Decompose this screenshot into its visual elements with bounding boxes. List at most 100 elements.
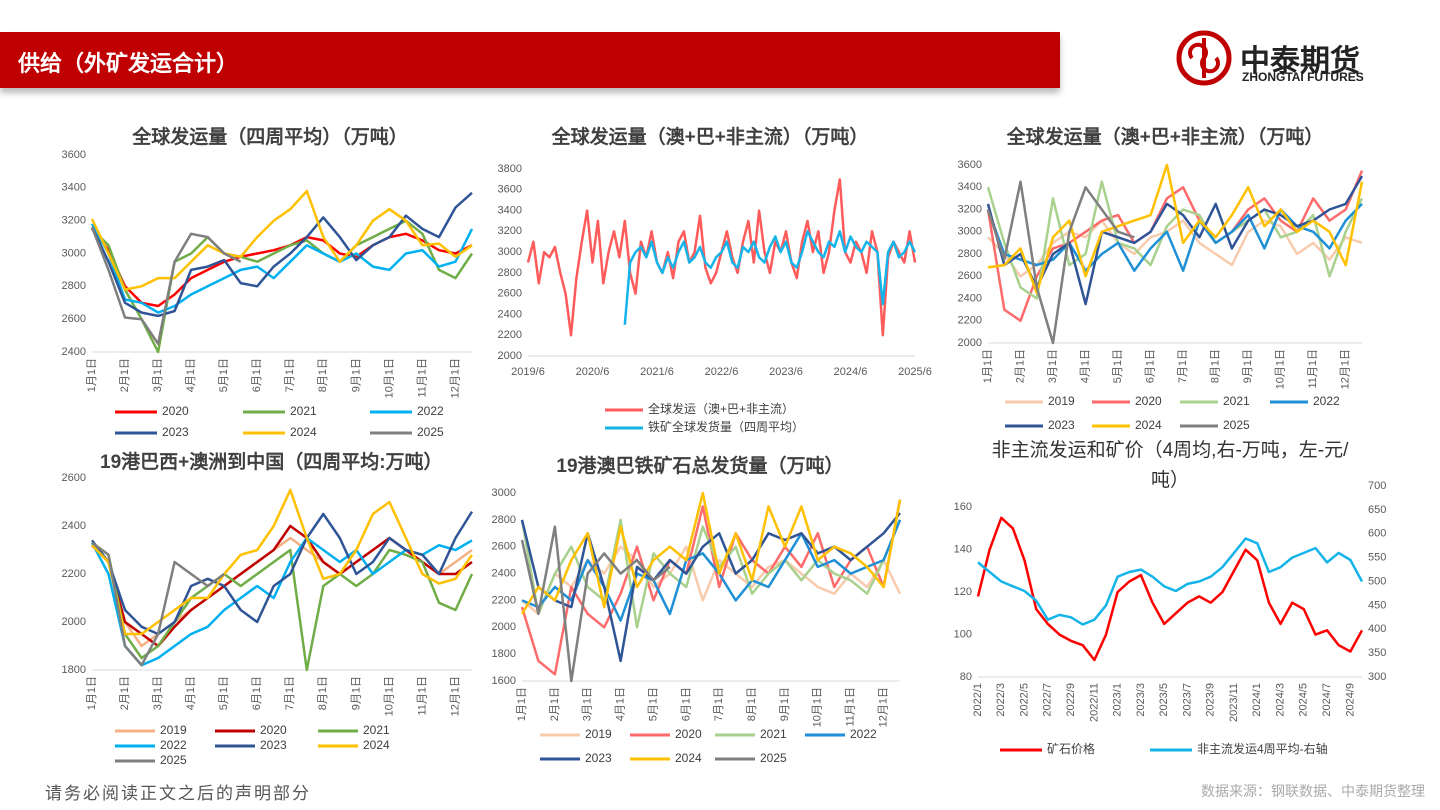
- legend-label: 2022: [1313, 394, 1340, 408]
- x-tick-label: 2024/9: [1344, 683, 1356, 717]
- x-tick-label: 9月1日: [779, 687, 791, 721]
- legend-label: 2024: [363, 738, 390, 752]
- x-tick-label: 2023/5: [1158, 683, 1170, 717]
- y-tick-label: 2000: [62, 616, 86, 628]
- x-tick-label: 9月1日: [350, 676, 362, 710]
- x-tick-label: 2023/7: [1181, 683, 1193, 717]
- y-tick-label: 3000: [492, 487, 516, 499]
- legend-label: 2024: [675, 751, 702, 765]
- y-tick-label: 3600: [62, 149, 86, 161]
- series-line: [520, 518, 902, 629]
- series-line: [91, 541, 225, 667]
- y-tick-label: 2400: [492, 567, 516, 579]
- legend-label: 全球发运（澳+巴+非主流）: [648, 401, 794, 416]
- x-tick-label: 2月1日: [119, 358, 131, 392]
- x-tick-label: 4月1日: [185, 358, 197, 392]
- x-tick-label: 2024/1: [1251, 683, 1263, 717]
- y-tick-label: 3200: [498, 225, 522, 237]
- legend-label: 非主流发运4周平均-右轴: [1197, 741, 1328, 756]
- y-tick-label: 80: [960, 671, 972, 683]
- chart-title: 非主流发运和矿价（4周均,右-万吨，左-元/吨）: [991, 440, 1349, 491]
- y-tick-label: 2400: [62, 346, 86, 358]
- x-tick-label: 5月1日: [218, 358, 230, 392]
- y-tick-label: 2000: [492, 621, 516, 633]
- y-tick-label: 3600: [498, 184, 522, 196]
- x-tick-label: 2月1日: [1014, 349, 1026, 383]
- series-line: [90, 191, 473, 318]
- x-tick-label: 7月1日: [284, 676, 296, 710]
- x-tick-label: 4月1日: [185, 676, 197, 710]
- y-tick-label: 2600: [958, 270, 982, 282]
- source: 数据来源：钢联数据、中泰期货整理: [1201, 783, 1425, 799]
- legend-label: 2025: [1223, 418, 1250, 432]
- legend-label: 2020: [260, 723, 287, 737]
- y-tick-label: 3000: [958, 226, 982, 238]
- y-tick-label: 140: [954, 544, 972, 556]
- x-tick-label: 6月1日: [680, 687, 692, 721]
- x-tick-label: 2020/6: [576, 366, 610, 378]
- y-tick-label: 3200: [958, 203, 982, 215]
- chart-title: 19港澳巴铁矿石总发货量（万吨）: [556, 456, 844, 477]
- legend-label: 2025: [417, 425, 444, 439]
- x-tick-label: 8月1日: [746, 687, 758, 721]
- y2-tick-label: 600: [1368, 528, 1386, 540]
- x-tick-label: 2023/9: [1205, 683, 1217, 717]
- x-tick-label: 8月1日: [1210, 349, 1222, 383]
- x-tick-label: 4月1日: [615, 687, 627, 721]
- series-line: [91, 228, 473, 308]
- x-tick-label: 2023/11: [1228, 683, 1240, 722]
- legend-label: 2020: [1135, 394, 1162, 408]
- x-tick-label: 2月1日: [549, 687, 561, 721]
- x-tick-label: 12月1日: [1340, 349, 1352, 389]
- legend-label: 2020: [675, 727, 702, 741]
- x-tick-label: 3月1日: [582, 687, 594, 721]
- y-tick-label: 2800: [498, 267, 522, 279]
- legend-label: 2019: [1048, 394, 1075, 408]
- y-tick-label: 2400: [958, 292, 982, 304]
- legend-label: 矿石价格: [1047, 741, 1095, 756]
- x-tick-label: 5月1日: [1112, 349, 1124, 383]
- chart-title: 全球发运量（澳+巴+非主流）（万吨）: [1006, 127, 1324, 148]
- x-tick-label: 9月1日: [350, 358, 362, 392]
- series-line: [521, 519, 902, 622]
- x-tick-label: 11月1日: [845, 687, 857, 727]
- legend-label: 2022: [417, 404, 444, 418]
- y-tick-label: 160: [954, 501, 972, 513]
- y-tick-label: 2200: [62, 568, 86, 580]
- x-tick-label: 10月1日: [1275, 349, 1287, 389]
- x-tick-label: 2024/5: [1298, 683, 1310, 717]
- logo-text: 中泰期货: [1240, 45, 1360, 78]
- y-tick-label: 100: [954, 628, 972, 640]
- y-tick-label: 2200: [498, 329, 522, 341]
- legend-label: 2019: [160, 723, 187, 737]
- series-line: [623, 230, 917, 325]
- y-tick-label: 2600: [492, 541, 516, 553]
- y-tick-label: 2200: [958, 315, 982, 327]
- x-tick-label: 3月1日: [152, 676, 164, 710]
- legend-label: 2023: [260, 738, 287, 752]
- header-band: [0, 32, 1060, 88]
- y2-tick-label: 500: [1368, 575, 1386, 587]
- series-line: [976, 516, 1364, 662]
- y-tick-label: 2600: [498, 288, 522, 300]
- y-tick-label: 3000: [62, 247, 86, 259]
- x-tick-label: 2022/9: [1065, 683, 1077, 717]
- chart-title: 全球发运量（澳+巴+非主流）（万吨）: [551, 127, 869, 148]
- y-tick-label: 2600: [62, 472, 86, 484]
- series-line: [987, 163, 1364, 295]
- x-tick-label: 12月1日: [449, 676, 461, 716]
- y-tick-label: 1800: [62, 664, 86, 676]
- x-tick-label: 1月1日: [982, 349, 994, 383]
- disclaimer: 请务必阅读正文之后的声明部分: [45, 784, 311, 804]
- x-tick-label: 6月1日: [1145, 349, 1157, 383]
- x-tick-label: 2022/3: [995, 683, 1007, 717]
- y2-tick-label: 450: [1368, 599, 1386, 611]
- legend-label: 2020: [162, 404, 189, 418]
- legend-label: 2021: [1223, 394, 1250, 408]
- x-tick-label: 8月1日: [317, 676, 329, 710]
- x-tick-label: 6月1日: [251, 676, 263, 710]
- legend-label: 2022: [850, 727, 877, 741]
- legend-label: 铁矿全球发货量（四周平均）: [648, 419, 804, 434]
